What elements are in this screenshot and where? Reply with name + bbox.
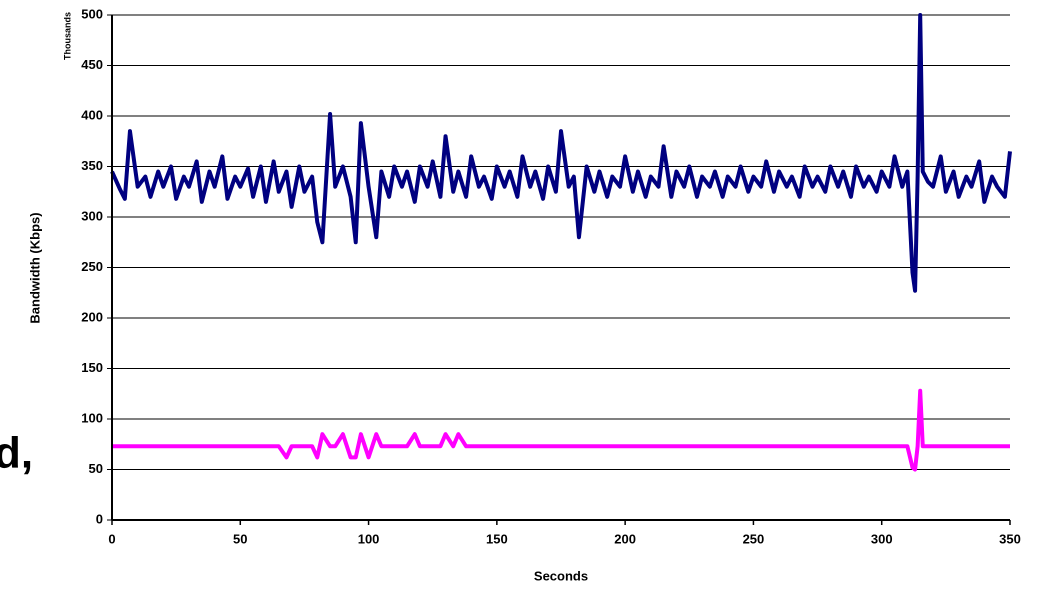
y-tick-label: 150 xyxy=(81,360,103,375)
y-tick-label: 500 xyxy=(81,6,103,21)
x-tick-label: 50 xyxy=(233,531,247,546)
y-tick-label: 400 xyxy=(81,107,103,122)
x-tick-label: 250 xyxy=(743,531,765,546)
x-tick-label: 350 xyxy=(999,531,1021,546)
background-text: d, xyxy=(0,429,33,478)
y-tick-label: 300 xyxy=(81,208,103,223)
y-tick-label: 350 xyxy=(81,158,103,173)
x-tick-label: 0 xyxy=(108,531,115,546)
y-tick-label: 100 xyxy=(81,410,103,425)
x-tick-label: 300 xyxy=(871,531,893,546)
y-tick-label: 450 xyxy=(81,57,103,72)
x-tick-label: 150 xyxy=(486,531,508,546)
x-tick-label: 200 xyxy=(614,531,636,546)
y-tick-label: 50 xyxy=(89,461,103,476)
x-tick-label: 100 xyxy=(358,531,380,546)
x-axis-label: Seconds xyxy=(534,568,588,583)
y-tick-label: 250 xyxy=(81,259,103,274)
series-line xyxy=(110,13,1012,293)
y-tick-label: 200 xyxy=(81,309,103,324)
y-tick-label: 0 xyxy=(96,511,103,526)
y-units-label: Thousands xyxy=(62,12,72,60)
y-axis-label: Bandwidth (Kbps) xyxy=(27,212,42,323)
series-line xyxy=(112,388,1010,472)
